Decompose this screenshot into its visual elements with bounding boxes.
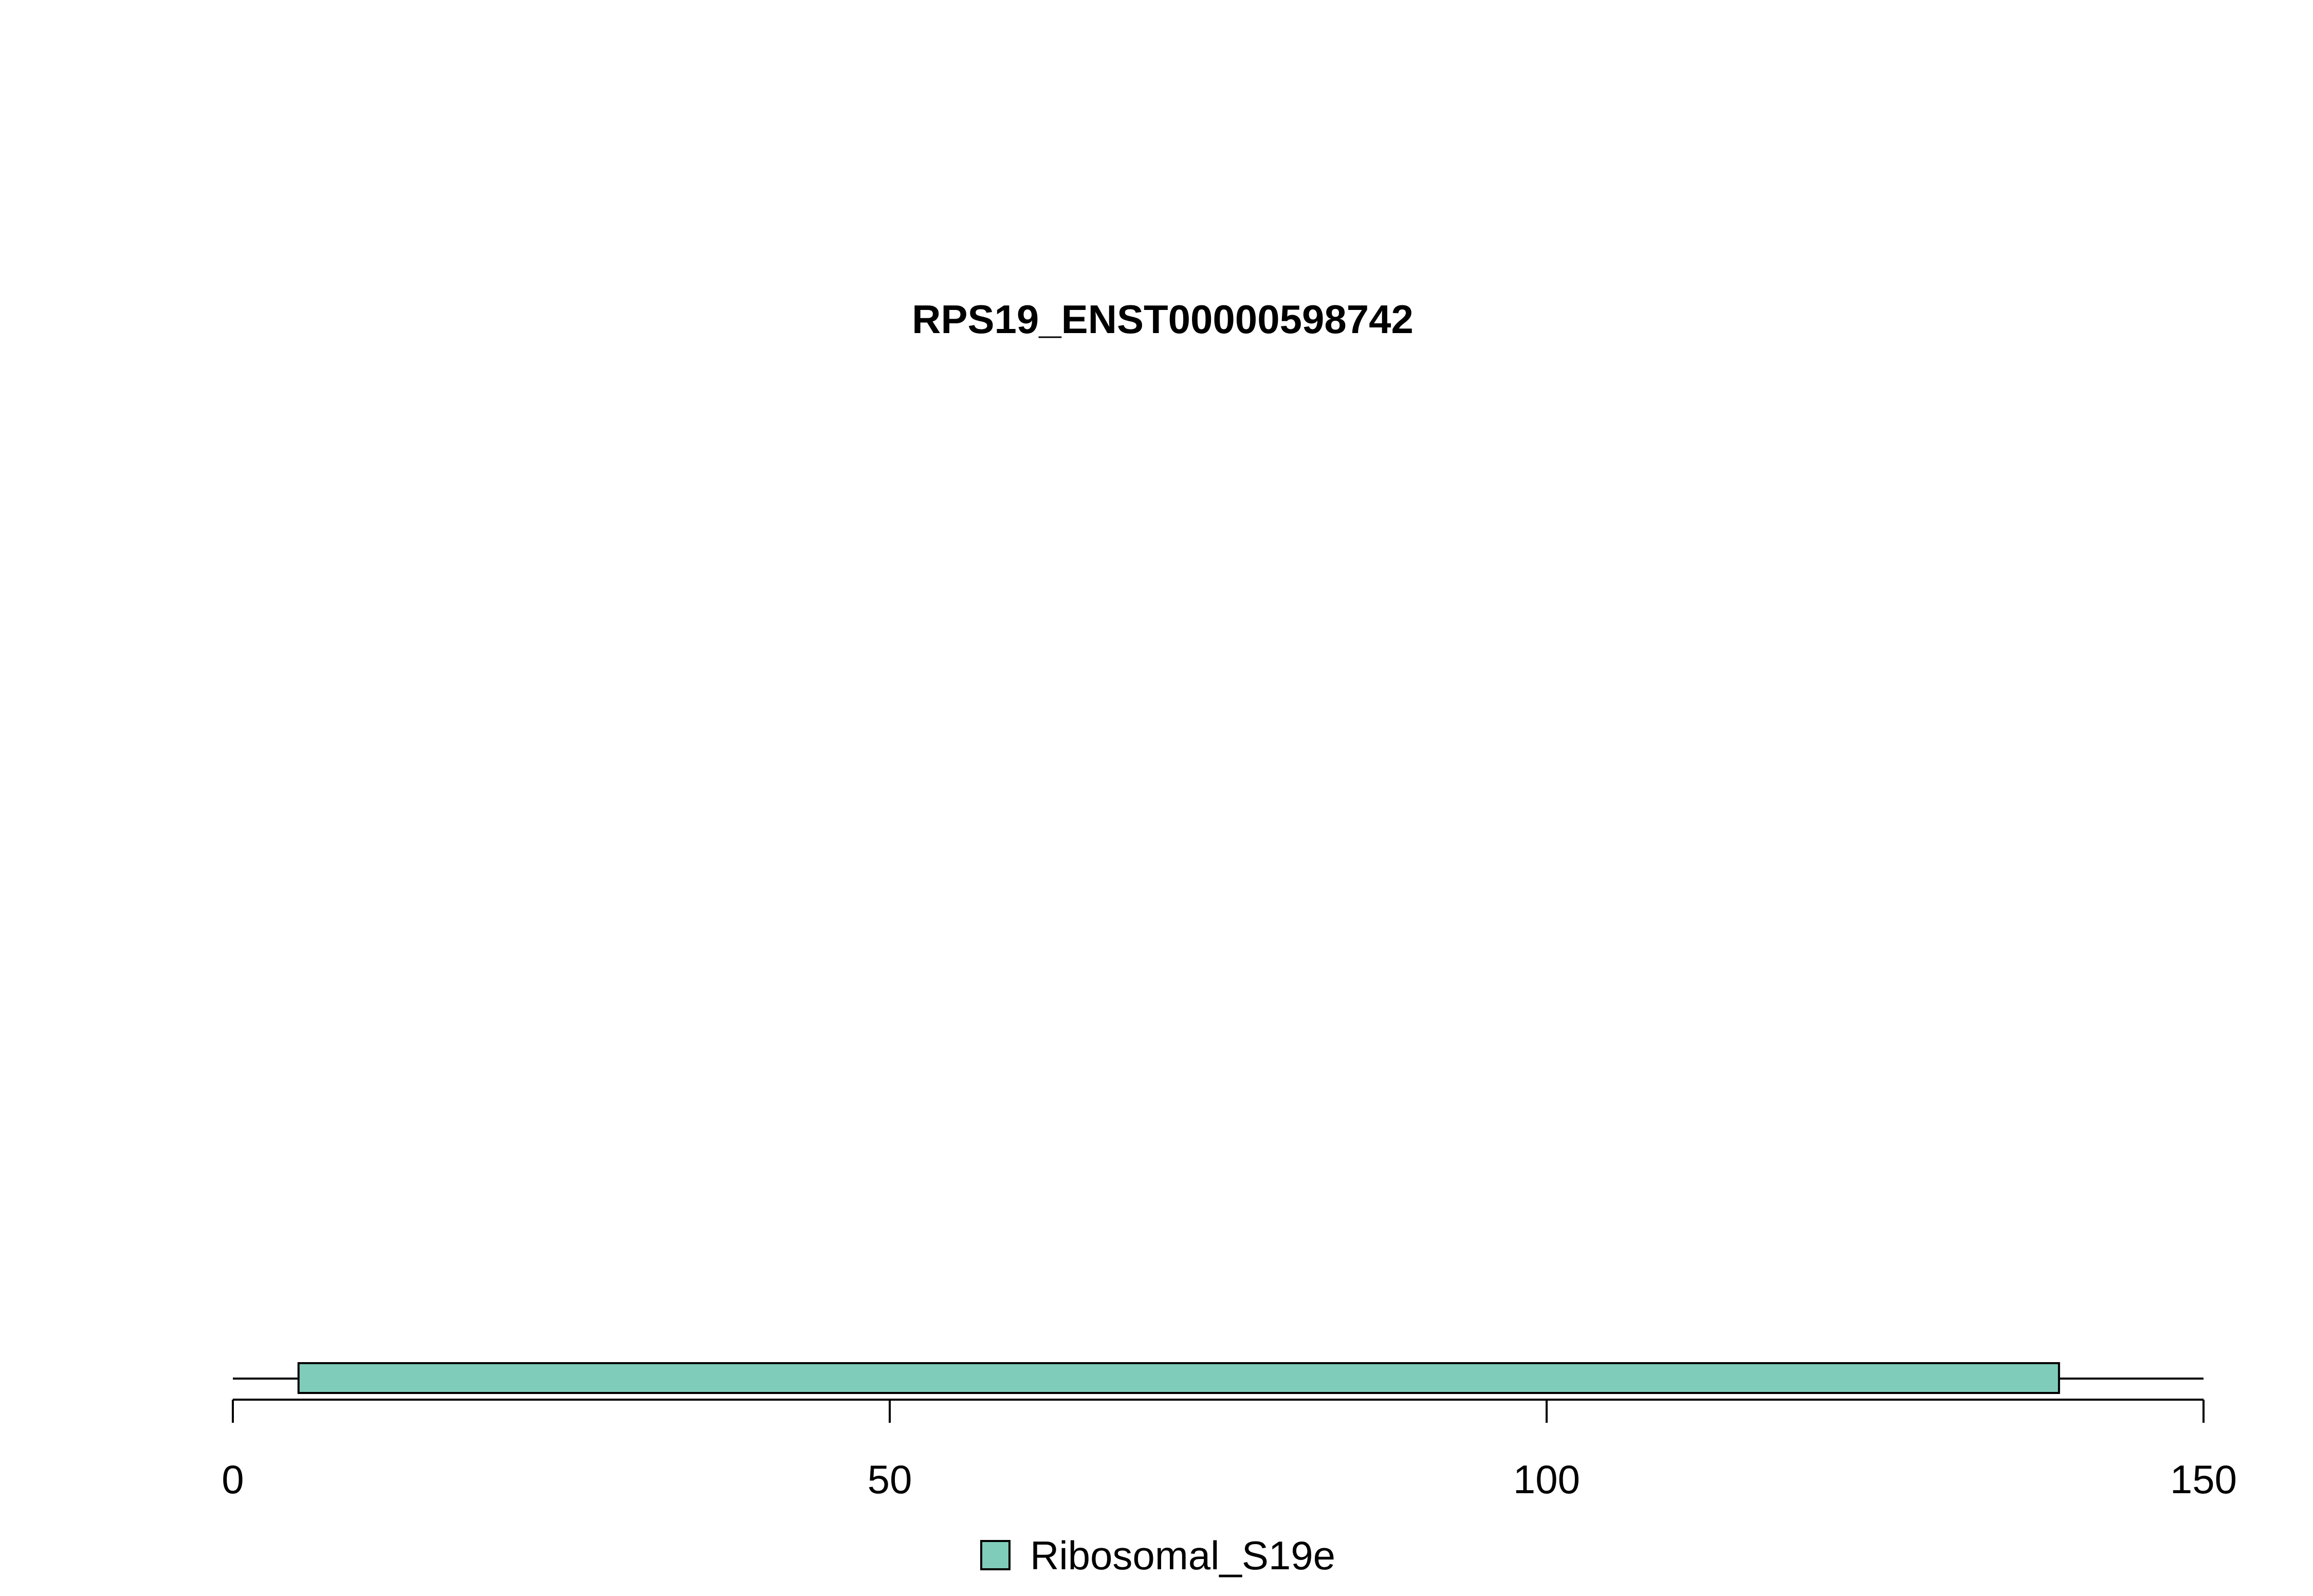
x-tick-label-0: 0	[222, 1457, 244, 1502]
legend-swatch-0	[980, 1540, 1011, 1570]
domain-bar-0	[297, 1362, 2060, 1394]
plot-area	[233, 1362, 2204, 1394]
x-axis: 0 50 100 150	[222, 1399, 2237, 1502]
x-tick-label-3: 150	[2170, 1457, 2237, 1502]
chart-title: RPS19_ENST00000598742	[912, 297, 1414, 342]
x-tick-label-2: 100	[1513, 1457, 1580, 1502]
x-tick-label-1: 50	[868, 1457, 912, 1502]
legend: Ribosomal_S19e	[980, 1533, 1335, 1578]
legend-label-0: Ribosomal_S19e	[1030, 1533, 1335, 1578]
